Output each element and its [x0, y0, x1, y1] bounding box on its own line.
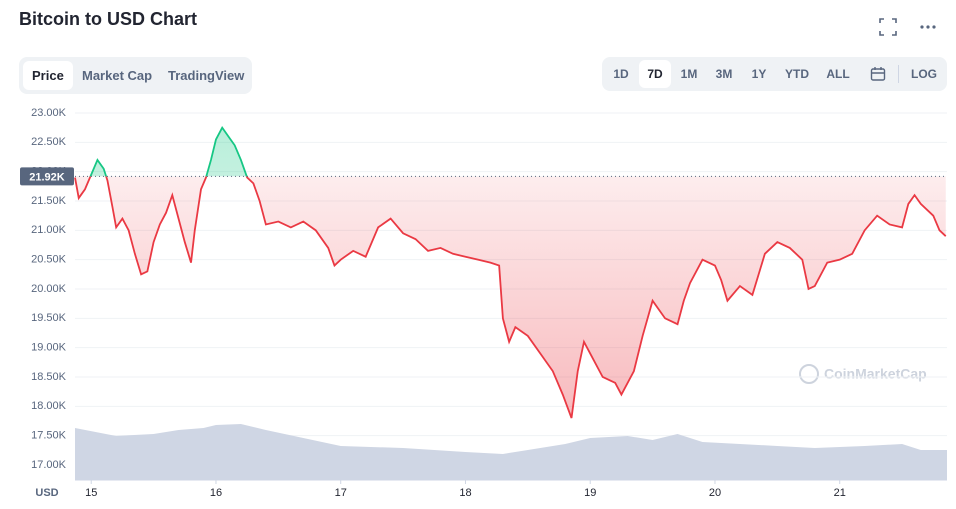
- volume-area: [75, 424, 947, 480]
- title: Bitcoin to USD Chart: [19, 9, 197, 29]
- range-button[interactable]: 1D: [613, 67, 629, 81]
- currency-label: USD: [35, 487, 58, 499]
- y-tick-label: 18.50K: [31, 371, 67, 383]
- fullscreen-icon[interactable]: [878, 17, 898, 37]
- y-tick-label: 23.00K: [31, 107, 67, 119]
- x-tick-label: 18: [459, 487, 471, 499]
- divider: [898, 65, 899, 83]
- x-tick-label: 19: [584, 487, 596, 499]
- reference-label: 21.92K: [29, 171, 65, 183]
- y-tick-label: 19.00K: [31, 342, 67, 354]
- y-tick-label: 18.00K: [31, 400, 67, 412]
- tab[interactable]: Market Cap: [82, 68, 153, 83]
- range-button[interactable]: 1M: [680, 67, 698, 81]
- y-tick-label: 17.50K: [31, 430, 67, 442]
- range-button[interactable]: YTD: [785, 67, 809, 81]
- tab[interactable]: TradingView: [168, 68, 245, 83]
- price-line: [74, 176, 947, 419]
- y-tick-label: 20.50K: [31, 254, 67, 266]
- more-icon[interactable]: [918, 17, 938, 37]
- y-tick-label: 21.50K: [31, 195, 67, 207]
- x-tick-label: 21: [834, 487, 846, 499]
- x-tick-label: 16: [210, 487, 222, 499]
- y-tick-label: 17.00K: [31, 459, 67, 471]
- watermark-text: CoinMarketCap: [824, 366, 927, 382]
- range-button[interactable]: 3M: [715, 67, 733, 81]
- tab-bar: Price Market Cap TradingView: [19, 57, 252, 94]
- area-below: [75, 176, 946, 419]
- range-button[interactable]: 7D: [639, 60, 671, 88]
- x-tick-label: 20: [709, 487, 721, 499]
- range-button[interactable]: ALL: [826, 67, 850, 81]
- reference-label-box: [20, 167, 74, 186]
- calendar-icon[interactable]: [870, 66, 886, 82]
- y-tick-label: 21.00K: [31, 224, 67, 236]
- watermark: CoinMarketCap: [799, 364, 927, 384]
- y-tick-label: 22.50K: [31, 136, 67, 148]
- tab[interactable]: Price: [23, 61, 73, 90]
- y-tick-label: 19.50K: [31, 312, 67, 324]
- y-tick-label: 20.00K: [31, 283, 67, 295]
- x-tick-label: 15: [85, 487, 97, 499]
- x-tick-label: 17: [335, 487, 347, 499]
- range-bar: 1D 7D 1M 3M 1Y YTD ALL LOG: [602, 57, 947, 91]
- range-button[interactable]: 1Y: [751, 67, 767, 81]
- log-button[interactable]: LOG: [911, 67, 937, 81]
